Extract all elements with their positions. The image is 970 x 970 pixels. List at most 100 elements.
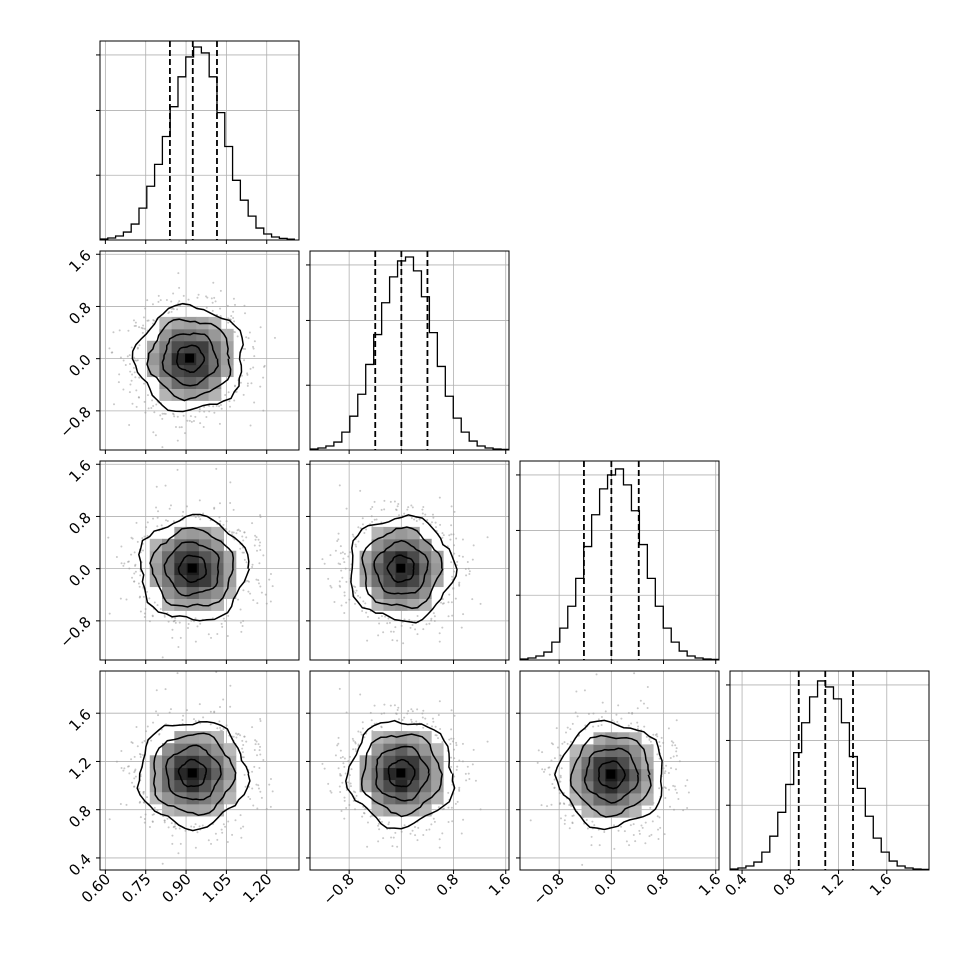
sample-point (213, 506, 216, 509)
sample-point (253, 765, 256, 768)
sample-point (664, 797, 667, 800)
sample-point (438, 632, 441, 635)
sample-point (112, 331, 115, 334)
density-cell (569, 744, 583, 758)
sample-point (450, 728, 453, 731)
histogram-panel-0 (96, 41, 299, 240)
density-cell (208, 316, 222, 330)
sample-point (257, 582, 260, 585)
sample-point (377, 617, 380, 620)
sample-point (365, 528, 368, 531)
density-cell (174, 562, 188, 576)
sample-point (377, 824, 380, 827)
density-panel-2-0 (100, 461, 299, 660)
sample-point (537, 749, 540, 752)
sample-point (392, 836, 395, 839)
sample-point (199, 622, 202, 625)
sample-point (125, 598, 128, 601)
sample-point (675, 768, 678, 771)
sample-point (220, 828, 223, 831)
sample-point (246, 384, 249, 387)
sample-point (553, 786, 556, 789)
sample-point (563, 802, 566, 805)
sample-point (176, 308, 179, 311)
density-cell (407, 731, 420, 744)
sample-point (142, 316, 145, 319)
sample-point (529, 819, 532, 822)
density-cell (186, 550, 200, 564)
sample-point (227, 820, 230, 823)
sample-point (451, 614, 454, 617)
contour-line (387, 758, 416, 788)
sample-point (174, 425, 177, 428)
sample-point (148, 620, 151, 623)
sample-point (239, 381, 242, 384)
sample-point (196, 831, 199, 834)
sample-point (667, 772, 670, 775)
sample-point (159, 299, 162, 302)
sample-point (354, 591, 357, 594)
sample-point (434, 521, 437, 524)
sample-point (245, 536, 248, 539)
y-tick-label: −0.8 (56, 613, 94, 651)
density-cell (383, 743, 396, 756)
sample-point (262, 376, 265, 379)
sample-point (211, 309, 214, 312)
density-cell (211, 743, 225, 756)
density-cell (605, 756, 618, 770)
sample-point (256, 807, 259, 810)
sample-point (341, 576, 344, 579)
sample-point (130, 758, 133, 761)
sample-point (456, 560, 459, 563)
density-cell (186, 791, 200, 805)
density-cell (196, 328, 210, 342)
sample-point (396, 639, 399, 642)
sample-point (115, 760, 118, 763)
sample-point (174, 617, 177, 620)
sample-point (432, 720, 435, 723)
sample-point (430, 617, 433, 620)
sample-point (133, 771, 136, 774)
sample-point (586, 827, 589, 830)
sample-point (159, 414, 162, 417)
sample-point (172, 292, 175, 295)
sample-point (138, 344, 141, 347)
sample-point (453, 714, 456, 717)
sample-point (355, 794, 358, 797)
sample-point (183, 432, 186, 435)
sample-point (143, 801, 146, 804)
sample-point (219, 314, 222, 317)
sample-point (232, 297, 235, 300)
sample-point (460, 832, 463, 835)
sample-point (677, 798, 680, 801)
sample-point (203, 410, 206, 413)
sample-point (182, 714, 185, 717)
density-cell (371, 779, 384, 793)
sample-point (134, 376, 137, 379)
sample-point (541, 751, 544, 754)
density-cell (149, 755, 163, 768)
density-cell (605, 732, 618, 745)
density-cell (211, 526, 225, 540)
sample-point (242, 589, 245, 592)
sample-point (411, 829, 414, 832)
contour-line (177, 554, 207, 584)
sample-point (254, 538, 257, 541)
density-cell (419, 791, 432, 805)
sample-point (397, 502, 400, 505)
sample-point (629, 824, 632, 827)
sample-point (448, 738, 451, 741)
histogram-step (100, 46, 295, 240)
sample-point (600, 716, 603, 719)
sample-point (134, 324, 137, 327)
density-cell (147, 352, 160, 366)
sample-point (674, 744, 677, 747)
sample-point (364, 807, 367, 810)
sample-point (348, 569, 351, 572)
sample-point (219, 404, 222, 407)
sample-point (173, 415, 176, 418)
sample-point (348, 598, 351, 601)
sample-point (153, 411, 156, 414)
sample-point (151, 820, 154, 823)
sample-point (349, 551, 352, 554)
